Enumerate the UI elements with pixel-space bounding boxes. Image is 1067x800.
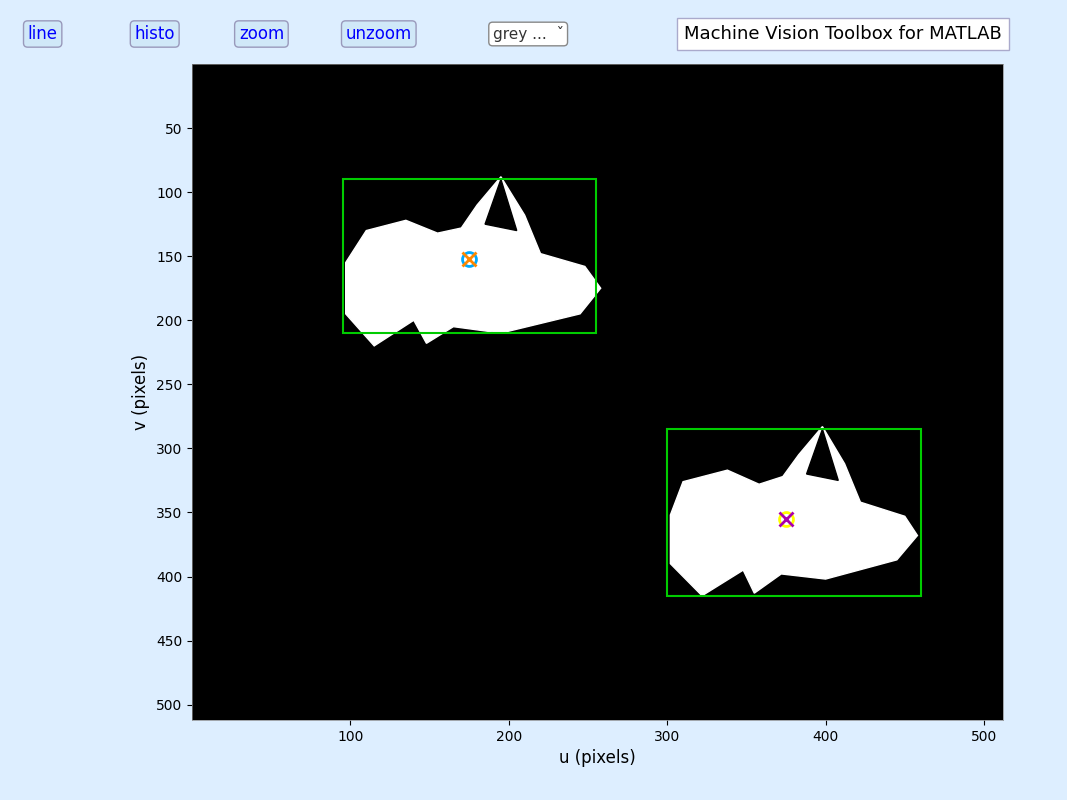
Text: unzoom: unzoom xyxy=(346,25,412,43)
Text: histo: histo xyxy=(134,25,175,43)
Text: Machine Vision Toolbox for MATLAB: Machine Vision Toolbox for MATLAB xyxy=(684,25,1002,43)
Text: grey ...  ˇ: grey ... ˇ xyxy=(493,26,563,42)
X-axis label: u (pixels): u (pixels) xyxy=(559,750,636,767)
Y-axis label: v (pixels): v (pixels) xyxy=(132,354,150,430)
Polygon shape xyxy=(485,179,516,230)
Polygon shape xyxy=(807,429,839,481)
Text: line: line xyxy=(28,25,58,43)
Polygon shape xyxy=(346,177,601,346)
Bar xyxy=(667,429,921,596)
Bar xyxy=(343,179,596,333)
Text: zoom: zoom xyxy=(239,25,284,43)
Polygon shape xyxy=(670,426,918,596)
